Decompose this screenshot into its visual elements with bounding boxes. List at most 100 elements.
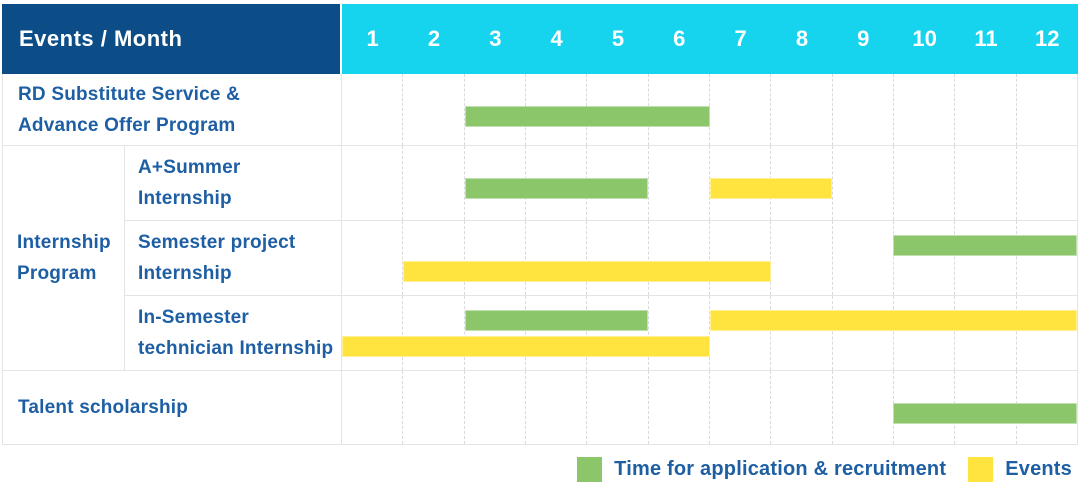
month-grid-cell xyxy=(1015,221,1077,295)
application-bar xyxy=(893,403,1077,424)
month-grid-cell xyxy=(892,221,954,295)
month-grid-cell xyxy=(708,74,770,145)
month-grid-cell xyxy=(342,296,402,370)
month-header-cell: 3 xyxy=(489,26,502,51)
month-grid-cell xyxy=(954,296,1015,370)
month-grid-cell xyxy=(647,296,709,370)
row-talent-scholarship: Talent scholarship xyxy=(3,371,1077,444)
table-body: RD Substitute Service & Advance Offer Pr… xyxy=(2,74,1078,445)
month-grid-cell xyxy=(402,146,463,220)
events-month-header-label: Events / Month xyxy=(19,26,183,51)
month-grid-cell xyxy=(463,146,525,220)
legend-application-label: Time for application & recruitment xyxy=(614,458,947,480)
month-grid-cell xyxy=(770,74,831,145)
legend-events-label: Events xyxy=(1005,458,1072,480)
month-header-cell: 10 xyxy=(912,26,937,51)
month-grid-cell xyxy=(708,371,770,444)
month-grid-cell xyxy=(342,221,402,295)
month-grid-cell xyxy=(708,146,770,220)
month-grid-cell xyxy=(463,221,525,295)
month-grid-cell xyxy=(708,221,770,295)
month-grid-cell xyxy=(831,221,893,295)
gantt-row-chart xyxy=(341,221,1077,295)
month-header-cell: 1 xyxy=(366,26,379,51)
row-rd-substitute-program: RD Substitute Service & Advance Offer Pr… xyxy=(3,74,1077,146)
month-grid-cell xyxy=(708,296,770,370)
month-header-cell: 9 xyxy=(857,26,870,51)
row-in-semester-technician-internship: In-Semester technician Internship xyxy=(125,295,1077,370)
month-grid-cell xyxy=(463,296,525,370)
month-grid-cell xyxy=(892,146,954,220)
application-bar xyxy=(464,178,649,199)
event-bar xyxy=(342,336,710,357)
event-bar xyxy=(709,178,832,199)
row-label-line: In-Semester xyxy=(138,307,249,328)
month-grid-cell xyxy=(647,221,709,295)
month-header-cell: 7 xyxy=(734,26,747,51)
row-label: Semester project Internship xyxy=(125,221,341,295)
month-header-cell: 4 xyxy=(550,26,563,51)
gantt-row-chart xyxy=(341,296,1077,370)
month-grid-cell xyxy=(402,221,463,295)
month-grid-cell xyxy=(586,371,647,444)
month-grid-cell xyxy=(1015,74,1077,145)
month-grid-cell xyxy=(463,74,525,145)
month-grid-cell xyxy=(524,296,586,370)
month-header-cell: 8 xyxy=(795,26,809,51)
month-header: 1 2 3 4 5 6 7 8 9 10 11 12 xyxy=(340,4,1078,74)
month-grid-cell xyxy=(831,296,893,370)
legend: Time for application & recruitment Event… xyxy=(577,457,1072,482)
month-grid-cell xyxy=(954,146,1015,220)
month-grid-cell xyxy=(831,146,893,220)
month-grid-cell xyxy=(770,371,831,444)
gantt-row-chart xyxy=(341,371,1077,444)
row-label-line: Semester project xyxy=(138,232,296,253)
month-header-cell: 2 xyxy=(427,26,441,51)
events-color-swatch-icon xyxy=(968,457,994,482)
month-grid-cell xyxy=(1015,146,1077,220)
gantt-row-chart xyxy=(341,146,1077,220)
row-label: A+Summer Internship xyxy=(125,146,341,220)
month-header-cell: 12 xyxy=(1035,26,1060,51)
event-bar xyxy=(709,310,1077,331)
month-header-cell: 5 xyxy=(611,26,625,51)
row-label-line: RD Substitute Service & xyxy=(18,83,241,105)
month-grid-cell xyxy=(892,296,954,370)
month-grid-cell xyxy=(586,221,647,295)
schedule-table: Events / Month 1 2 3 4 5 6 7 8 9 10 11 12 RD Substi… xyxy=(2,4,1078,445)
row-label: In-Semester technician Internship xyxy=(125,296,341,370)
legend-item-application: Time for application & recruitment xyxy=(577,457,946,482)
month-grid-cell xyxy=(524,371,586,444)
internship-program-group: Internship Program A+Summer Internship S… xyxy=(3,146,1077,371)
month-grid-cell xyxy=(647,371,709,444)
application-color-swatch-icon xyxy=(577,457,603,482)
month-grid-cell xyxy=(342,146,402,220)
month-grid-cell xyxy=(1015,296,1077,370)
legend-item-events: Events xyxy=(968,457,1072,482)
application-bar xyxy=(464,106,710,127)
month-grid-cell xyxy=(342,74,402,145)
application-bar xyxy=(464,310,649,331)
month-grid-cell xyxy=(954,221,1015,295)
row-label-line: technician Internship xyxy=(138,338,334,359)
month-header-cell: 11 xyxy=(974,26,998,51)
month-grid-cell xyxy=(770,221,831,295)
month-grid-cell xyxy=(463,371,525,444)
month-grid-cell xyxy=(831,371,893,444)
row-a-plus-summer-internship: A+Summer Internship xyxy=(125,146,1077,220)
row-label: RD Substitute Service & Advance Offer Pr… xyxy=(3,74,341,145)
row-label-line: Talent scholarship xyxy=(18,397,189,418)
month-grid-cell xyxy=(770,296,831,370)
group-label-line: Program xyxy=(17,263,97,284)
month-grid-cell xyxy=(954,74,1015,145)
month-grid-cell xyxy=(892,74,954,145)
events-month-header-cell: Events / Month xyxy=(2,4,340,74)
row-label-line: Internship xyxy=(138,188,232,209)
group-cell-internship-program: Internship Program xyxy=(3,146,124,370)
row-label-line: Advance Offer Program xyxy=(18,114,236,136)
month-grid-cell xyxy=(831,74,893,145)
event-bar xyxy=(403,261,771,282)
group-label-line: Internship xyxy=(17,232,111,253)
table-header-row: Events / Month 1 2 3 4 5 6 7 8 9 10 11 12 xyxy=(2,4,1078,74)
gantt-row-chart xyxy=(341,74,1077,145)
